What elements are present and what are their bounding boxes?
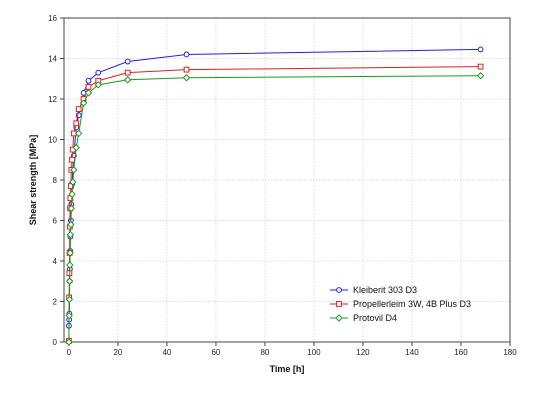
data-point [75, 106, 82, 113]
data-point [79, 99, 88, 107]
x-axis-title: Time [h] [270, 364, 305, 374]
x-tick-label: 20 [113, 348, 122, 357]
data-point [68, 190, 76, 198]
y-tick-label: 10 [48, 136, 57, 145]
legend-marker [336, 301, 342, 307]
data-point [66, 249, 74, 257]
series-layer [65, 46, 485, 346]
data-point [66, 230, 75, 239]
x-tick-label: 40 [162, 348, 171, 357]
x-tick-label: 0 [67, 348, 72, 357]
legend: Kleiberit 303 D3 Propellerleim 3W, 4B Plu… [330, 285, 471, 323]
x-tick-label: 180 [503, 348, 517, 357]
y-tick-label: 8 [53, 176, 58, 185]
data-point [182, 74, 191, 82]
x-tick-label: 80 [260, 348, 269, 357]
series-3 [65, 72, 485, 346]
data-point [73, 120, 80, 127]
data-point [94, 81, 103, 89]
data-point [74, 129, 83, 138]
data-point [477, 63, 484, 70]
data-point [66, 261, 74, 269]
legend-label: Propellerleim 3W, 4B Plus D3 [353, 299, 471, 309]
y-tick-label: 16 [48, 14, 57, 23]
data-point [67, 204, 76, 213]
y-tick-label: 14 [48, 55, 57, 64]
data-point [183, 51, 190, 58]
y-tick-label: 2 [53, 298, 58, 307]
x-tick-label: 100 [307, 348, 321, 357]
data-point [477, 46, 484, 53]
data-point [124, 76, 132, 84]
y-tick-label: 6 [53, 217, 58, 226]
data-point [124, 58, 131, 65]
data-point [124, 69, 131, 76]
legend-item: Kleiberit 303 D3 [330, 285, 417, 295]
data-point [95, 69, 102, 76]
x-tick-label: 160 [454, 348, 468, 357]
data-point [65, 277, 74, 285]
legend-marker [336, 287, 342, 293]
y-tick-label: 0 [53, 338, 58, 347]
data-point [69, 156, 75, 163]
data-point [65, 295, 74, 304]
legend-label: Protovil D4 [353, 313, 397, 323]
data-point [183, 66, 190, 73]
x-tick-label: 140 [405, 348, 419, 357]
data-point [69, 178, 77, 186]
y-tick-label: 4 [53, 257, 58, 266]
data-point [65, 311, 73, 320]
legend-marker [335, 314, 343, 322]
data-point [70, 166, 78, 174]
data-point [85, 83, 92, 90]
legend-label: Kleiberit 303 D3 [353, 285, 417, 295]
y-axis-title: Shear strength [MPa] [28, 135, 38, 226]
data-point [72, 143, 80, 152]
legend-item: Protovil D4 [330, 313, 397, 323]
label-layer: Time [h] Shear strength [MPa] [28, 135, 304, 374]
x-tick-label: 60 [211, 348, 220, 357]
data-point [476, 72, 485, 80]
data-point [84, 89, 93, 97]
data-point [85, 77, 92, 84]
axis-layer: 0 20 40 60 80 100 120 140 160 180 0 2 4 6 8 10 12 14 16 [48, 14, 517, 357]
data-point [65, 338, 73, 346]
legend-item: Propellerleim 3W, 4B Plus D3 [330, 299, 471, 309]
data-point [67, 220, 75, 229]
x-tick-label: 120 [356, 348, 370, 357]
y-tick-label: 12 [48, 95, 57, 104]
